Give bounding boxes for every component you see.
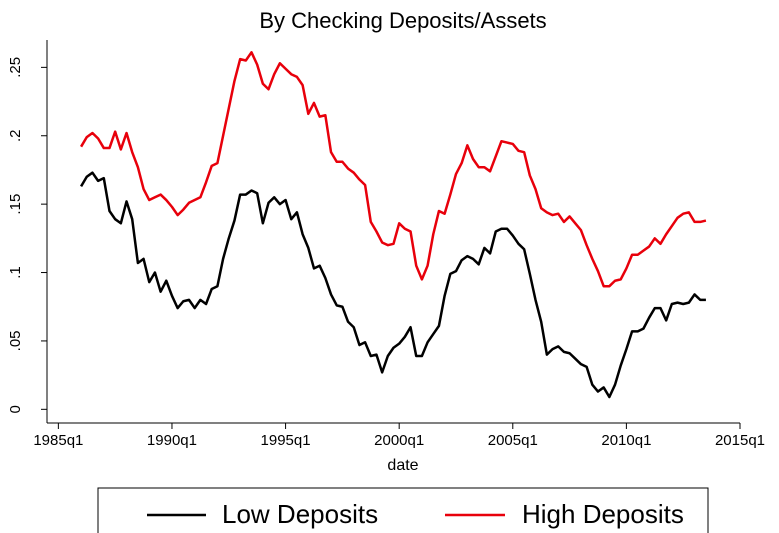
x-tick-label: 1985q1 <box>33 432 83 449</box>
chart-title: By Checking Deposits/Assets <box>259 8 546 33</box>
y-tick-label: .05 <box>7 330 24 351</box>
legend <box>97 487 709 533</box>
y-tick-label: .2 <box>7 129 24 142</box>
x-tick-label: 2010q1 <box>601 432 651 449</box>
y-tick-label: .25 <box>7 57 24 78</box>
data-line <box>80 171 706 399</box>
legend-label: Low Deposits <box>222 499 378 529</box>
y-tick-label: 0 <box>7 405 24 413</box>
x-tick-label: 1995q1 <box>261 432 311 449</box>
x-tick-label: 2005q1 <box>488 432 538 449</box>
data-line <box>80 51 707 288</box>
x-tick-label: 2000q1 <box>374 432 424 449</box>
legend-label: High Deposits <box>522 499 684 529</box>
x-tick-label: 1990q1 <box>147 432 197 449</box>
x-axis-title: date <box>387 457 418 474</box>
y-tick-label: .1 <box>7 266 24 279</box>
x-tick-label: 2015q1 <box>715 432 765 449</box>
y-tick-label: .15 <box>7 194 24 215</box>
